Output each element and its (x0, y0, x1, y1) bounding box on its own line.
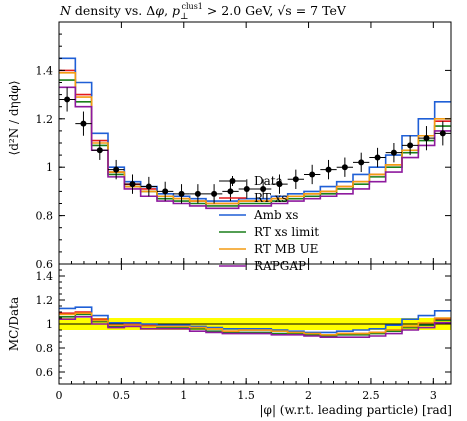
legend-data-marker (229, 178, 236, 184)
x-tick-label: 2 (305, 389, 312, 402)
x-tick-label: 2.5 (362, 389, 380, 402)
series-line-amb-xs (59, 306, 451, 334)
data-point (96, 147, 103, 154)
y-tick-label: 1.4 (36, 64, 54, 77)
x-tick-label: 1 (180, 389, 187, 402)
data-point (243, 185, 250, 192)
data-point (113, 166, 120, 173)
ratio-y-axis-label: MC/Data (7, 297, 21, 351)
x-tick-label: 1.5 (237, 389, 255, 402)
legend-label-rt-mb-ue: RT MB UE (254, 242, 318, 256)
legend: Data RT xs Amb xs RT xs limit RT MB UE RAPGAP (219, 174, 319, 273)
data-point (260, 185, 267, 192)
data-point (194, 190, 201, 197)
series-line-rapgap (59, 86, 451, 210)
x-tick-label: 0 (56, 389, 63, 402)
x-tick-label: 0.5 (113, 389, 131, 402)
data-point (423, 135, 430, 142)
data-point (292, 176, 299, 183)
series-line-rapgap (59, 316, 451, 338)
main-y-axis-label: ⟨d²N / dηdφ⟩ (7, 81, 21, 156)
y-tick-label: 1.2 (36, 294, 54, 307)
y-tick-label: 1 (46, 161, 53, 174)
data-point (178, 190, 185, 197)
y-tick-label: 1 (46, 318, 53, 331)
main-plot-panel: 0.6 0.8 1 1.2 1.4 (36, 21, 452, 271)
data-point (145, 183, 152, 190)
y-tick-label: 0.8 (36, 210, 54, 223)
data-point (374, 154, 381, 161)
data-point (162, 188, 169, 195)
data-point (341, 164, 348, 171)
data-point (80, 120, 87, 127)
legend-label-rt-xs: RT xs (254, 191, 288, 205)
y-tick-label: 1.4 (36, 270, 54, 283)
y-tick-label: 0.6 (36, 258, 54, 271)
legend-label-data: Data (254, 174, 283, 188)
data-point (64, 96, 71, 103)
data-point (276, 181, 283, 188)
ratio-plot-panel: 0.6 0.8 1 1.2 1.4 0 0.5 1 1.5 2 2.5 3 (36, 263, 452, 402)
data-point (439, 130, 446, 137)
data-point (309, 171, 316, 178)
y-tick-label: 0.6 (36, 366, 54, 379)
legend-label-amb-xs: Amb xs (253, 208, 298, 222)
data-point (390, 149, 397, 156)
data-point (325, 166, 332, 173)
series-line-rt-mb-ue (59, 312, 451, 336)
chart-title: N density vs. Δφ, p⊥clus1 > 2.0 GeV, √s … (59, 2, 347, 22)
data-point (358, 159, 365, 166)
legend-label-rapgap: RAPGAP (254, 259, 306, 273)
legend-label-rt-xs-limit: RT xs limit (254, 225, 319, 239)
data-point (227, 188, 234, 195)
x-axis-label: |φ| (w.r.t. leading particle) [rad] (260, 403, 453, 417)
y-tick-label: 1.2 (36, 113, 54, 126)
data-point (211, 190, 218, 197)
data-point (129, 181, 136, 188)
y-tick-label: 0.8 (36, 342, 54, 355)
x-tick-label: 3 (430, 389, 437, 402)
data-point (407, 142, 414, 149)
